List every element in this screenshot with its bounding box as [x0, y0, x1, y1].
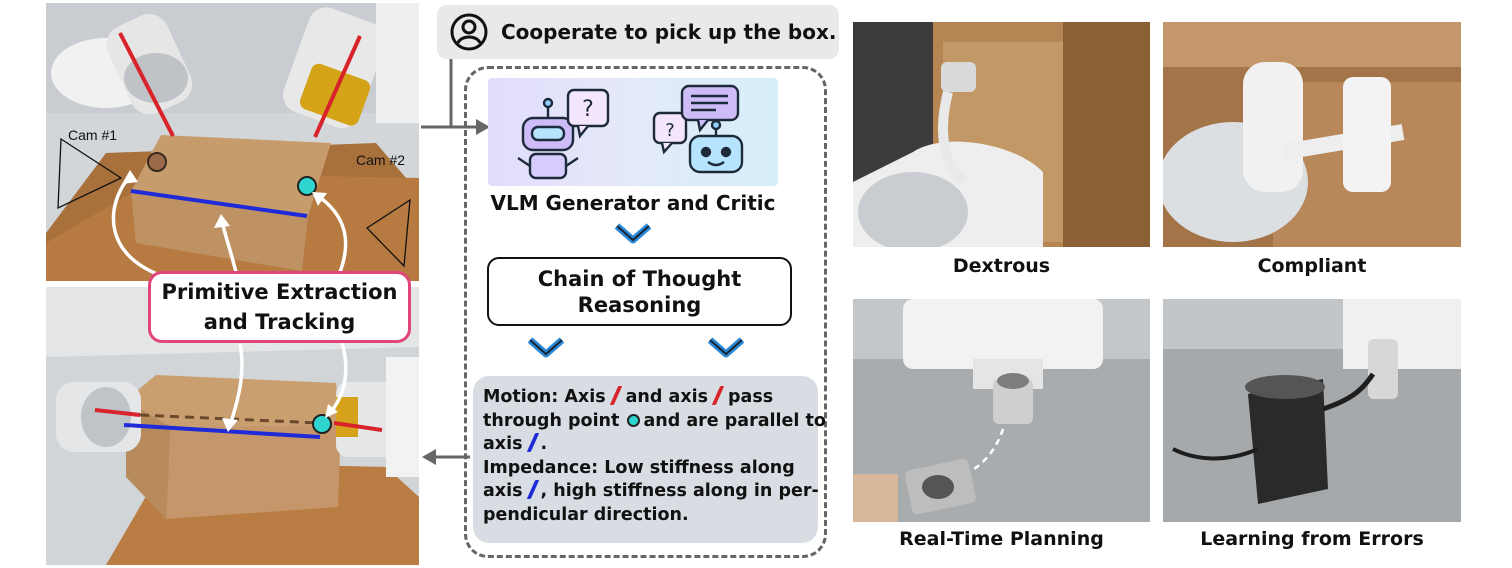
robot-critic-icon	[688, 119, 744, 174]
blue-axis-symbol	[526, 433, 539, 452]
motion-text-7: .	[540, 434, 548, 454]
realtime-planning-photo	[853, 299, 1150, 522]
motion-text-6: axis	[483, 434, 523, 454]
vlm-illustration: ? ?	[488, 78, 778, 186]
motion-text-4: through point	[483, 410, 620, 431]
red-axis-symbol	[609, 386, 622, 405]
primitive-constraints-box: Motion: Axis and axis pass through point a…	[473, 376, 826, 543]
impedance-line-2: axis , high stiffness along in per-	[483, 480, 819, 504]
motion-text-2: and axis	[625, 387, 709, 407]
question-bubble-icon: ?	[566, 88, 610, 139]
caption-dextrous: Dextrous	[952, 255, 1051, 277]
primitive-line1: Primitive Extraction	[161, 280, 398, 304]
primitive-extraction-box: Primitive Extraction and Tracking	[148, 271, 411, 343]
caption-learning-from-errors: Learning from Errors	[1200, 528, 1424, 550]
message-bubble-icon	[680, 84, 740, 133]
cam2-label: Cam #2	[356, 152, 406, 168]
impedance-line-3: pendicular direction.	[483, 504, 689, 525]
motion-text-5: and are parallel to	[643, 410, 826, 431]
impedance-line-1: Impedance: Low stiffness along	[483, 457, 795, 478]
red-axis-symbol-2	[711, 386, 725, 405]
learning-from-errors-photo	[1163, 299, 1461, 522]
svg-text:?: ?	[582, 97, 594, 122]
vlm-label: VLM Generator and Critic	[490, 191, 776, 215]
caption-realtime-planning: Real-Time Planning	[899, 528, 1104, 550]
blue-axis-symbol-2	[526, 480, 539, 499]
dextrous-photo	[853, 22, 1150, 247]
user-icon	[450, 13, 488, 51]
motion-text-3: pass	[728, 387, 774, 407]
motion-line-1: Motion: Axis and axis pass	[483, 386, 810, 410]
motion-line-3: axis.	[483, 433, 810, 457]
cyan-point-symbol	[627, 413, 641, 427]
cot-line2: Reasoning	[577, 292, 702, 317]
svg-text:?: ?	[665, 120, 675, 141]
task-instruction-bar: Cooperate to pick up the box.	[437, 5, 839, 59]
task-text: Cooperate to pick up the box.	[501, 20, 837, 44]
compliant-photo	[1163, 22, 1461, 247]
motion-line-2: through point and are parallel to	[483, 410, 826, 434]
primitive-line2: and Tracking	[203, 310, 356, 334]
question-bubble-icon-2: ?	[652, 111, 688, 155]
reasoning-frame	[464, 66, 827, 558]
cot-line1: Chain of Thought	[537, 266, 742, 291]
motion-text-1: Motion: Axis	[483, 387, 606, 407]
impedance-text-3: , high stiffness along in per-	[540, 481, 819, 501]
impedance-text-2: axis	[483, 481, 523, 501]
cam1-label: Cam #1	[68, 127, 118, 143]
caption-compliant: Compliant	[1257, 255, 1367, 277]
chain-of-thought-box: Chain of Thought Reasoning	[487, 257, 792, 326]
robot-generator-icon	[517, 97, 579, 180]
